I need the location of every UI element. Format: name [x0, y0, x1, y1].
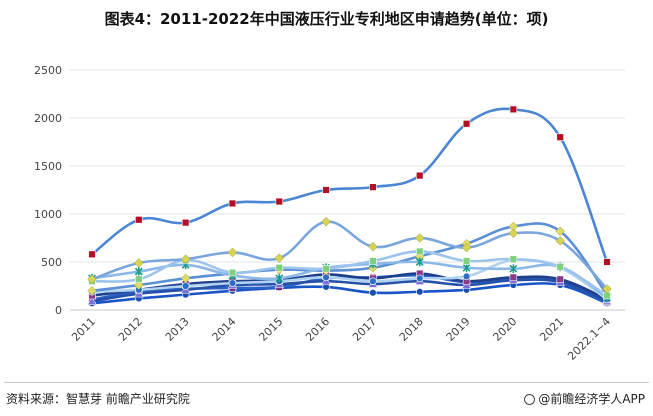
brand-credit: @前瞻经济学人APP [524, 390, 645, 407]
data-point [461, 242, 472, 253]
data-point [228, 268, 237, 277]
data-point [556, 133, 564, 141]
series-line [90, 107, 609, 264]
x-tick-label: 2012 [116, 315, 145, 344]
brand-logo-icon [524, 394, 536, 405]
data-point [134, 267, 143, 276]
data-point [462, 120, 471, 128]
x-tick-label: 2014 [210, 315, 239, 344]
data-point [369, 183, 377, 191]
data-point [416, 247, 424, 256]
data-point [87, 274, 97, 285]
data-point [462, 263, 471, 273]
data-point [228, 199, 237, 208]
data-point [228, 279, 237, 287]
x-tick-label: 2021 [537, 315, 566, 344]
y-tick-label: 1500 [34, 160, 62, 173]
data-point [415, 257, 424, 267]
data-point [556, 263, 564, 271]
data-point [508, 228, 519, 238]
x-tick-label: 2018 [397, 315, 426, 344]
source-note: 资料来源：智慧芽 前瞻产业研究院 [6, 392, 190, 406]
data-point [462, 272, 471, 281]
data-point [509, 255, 518, 263]
y-tick-label: 1000 [34, 208, 62, 221]
data-point [369, 277, 377, 285]
data-point [368, 241, 378, 252]
data-point [603, 258, 611, 266]
data-point [416, 171, 424, 180]
data-point [181, 218, 190, 227]
data-point [509, 273, 518, 282]
y-tick-label: 500 [41, 256, 62, 269]
data-point [87, 296, 97, 306]
data-point [87, 286, 97, 296]
data-point [416, 288, 424, 296]
data-point [556, 275, 564, 283]
x-tick-label: 2015 [256, 315, 285, 344]
data-point [555, 236, 565, 246]
data-point [322, 186, 330, 194]
data-point [414, 233, 425, 243]
data-point [555, 226, 565, 237]
data-point [275, 264, 283, 272]
y-tick-label: 2500 [34, 64, 62, 77]
data-point [462, 257, 471, 265]
footer-divider [4, 382, 649, 383]
data-point [88, 250, 96, 259]
data-point [134, 258, 144, 268]
x-tick-label: 2020 [490, 315, 519, 344]
data-point [509, 105, 518, 114]
x-tick-label: 2019 [444, 315, 473, 344]
data-point [275, 273, 284, 283]
x-tick-label: 2016 [303, 315, 332, 344]
data-point [369, 257, 377, 265]
data-point [321, 216, 331, 227]
y-tick-label: 2000 [34, 112, 62, 125]
line-chart: 0 500 1000 1500 2000 2500 2011 2012 2013 2014 2015… [34, 64, 625, 363]
data-point [275, 197, 283, 206]
data-point [180, 254, 191, 264]
data-point [509, 264, 518, 274]
data-point [602, 284, 612, 294]
data-point [416, 274, 424, 283]
brand-text: @前瞻经济学人APP [538, 392, 645, 406]
x-tick-label: 2011 [69, 315, 98, 344]
data-point [181, 282, 190, 290]
series-line [90, 282, 609, 305]
data-point [227, 247, 238, 258]
x-tick-label: 2017 [350, 315, 379, 344]
data-point [180, 273, 191, 284]
data-point [135, 216, 143, 224]
chart-title: 图表4：2011-2022年中国液压行业专利地区申请趋势(单位：项) [104, 10, 549, 28]
data-point [322, 265, 330, 273]
x-tick-label: 2013 [163, 315, 192, 344]
data-point [274, 253, 285, 263]
series-line [90, 272, 609, 301]
data-point [369, 289, 377, 297]
y-tick-label: 0 [55, 304, 62, 317]
data-point [135, 275, 143, 283]
x-tick-label: 2022.1~4 [565, 315, 613, 363]
series-line [90, 278, 609, 303]
